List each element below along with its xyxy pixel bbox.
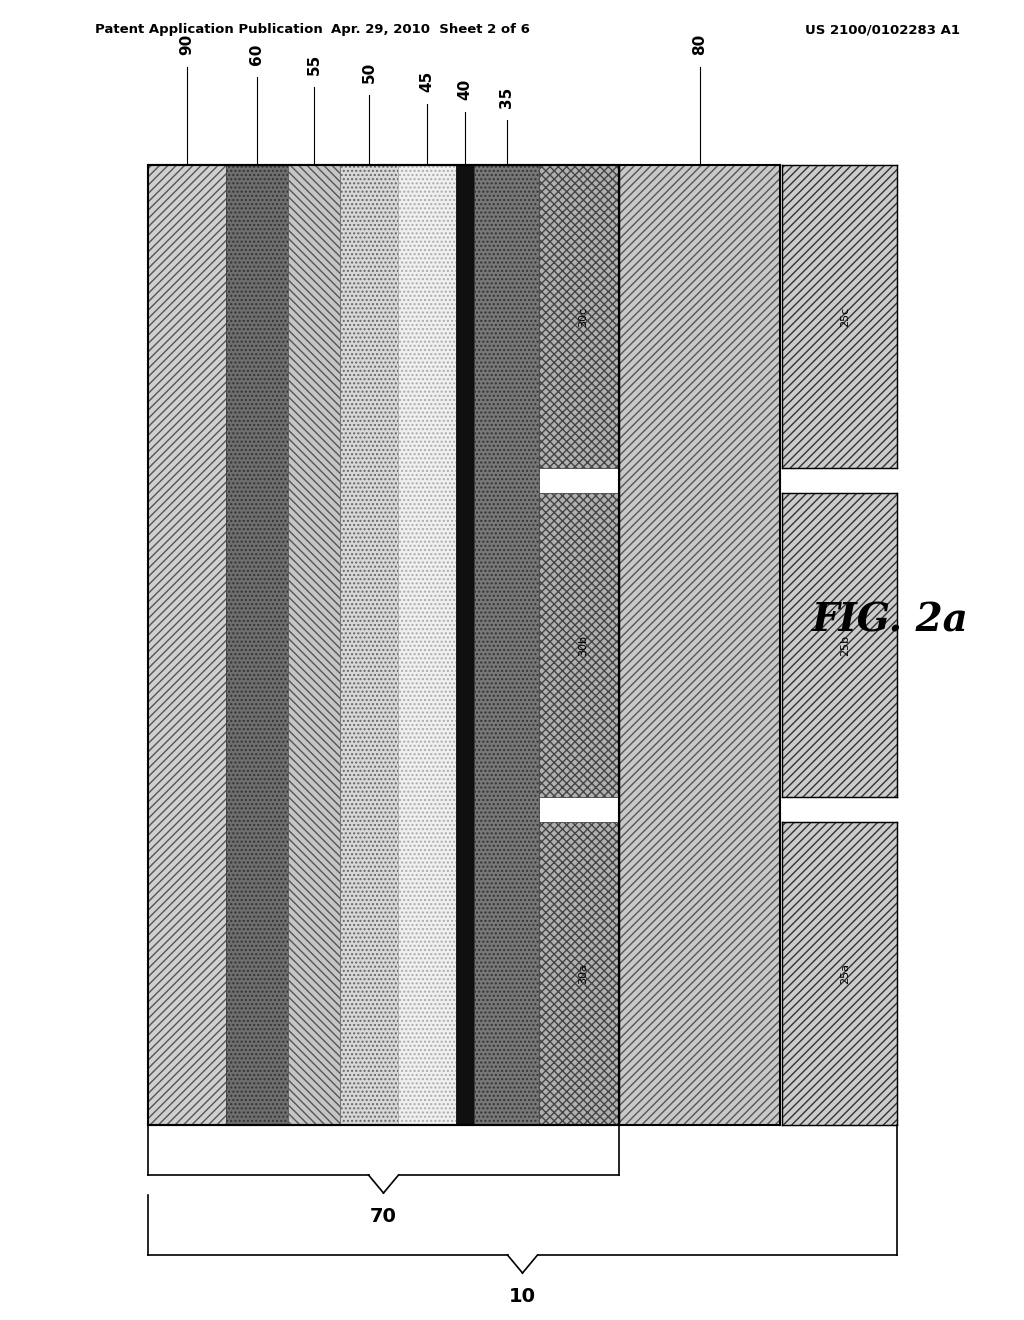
Text: 40: 40 xyxy=(458,79,472,100)
Text: 30a: 30a xyxy=(578,962,588,983)
Bar xyxy=(288,165,340,1125)
Bar xyxy=(148,165,226,1125)
Bar xyxy=(398,165,456,1125)
Text: US 2100/0102283 A1: US 2100/0102283 A1 xyxy=(805,24,961,37)
Bar xyxy=(618,165,780,1125)
Bar xyxy=(539,165,618,469)
Text: 25a: 25a xyxy=(841,962,850,983)
Text: FIG. 2a: FIG. 2a xyxy=(812,601,969,639)
Text: 80: 80 xyxy=(692,34,707,55)
Text: 25c: 25c xyxy=(841,306,850,327)
Text: Patent Application Publication: Patent Application Publication xyxy=(95,24,323,37)
Text: 45: 45 xyxy=(420,71,434,92)
Bar xyxy=(148,165,618,1125)
Text: 10: 10 xyxy=(509,1287,536,1305)
Text: 30c: 30c xyxy=(578,306,588,327)
Text: 60: 60 xyxy=(250,44,264,65)
Text: 50: 50 xyxy=(361,62,377,83)
Bar xyxy=(782,165,897,469)
Bar xyxy=(782,494,897,797)
Bar xyxy=(340,165,398,1125)
Bar xyxy=(539,494,618,797)
Text: 25b: 25b xyxy=(841,635,850,656)
Bar xyxy=(539,821,618,1125)
Bar xyxy=(456,165,474,1125)
Text: Apr. 29, 2010  Sheet 2 of 6: Apr. 29, 2010 Sheet 2 of 6 xyxy=(331,24,529,37)
Bar xyxy=(226,165,288,1125)
Text: 35: 35 xyxy=(499,87,514,108)
Text: 30b: 30b xyxy=(578,635,588,656)
Bar xyxy=(474,165,539,1125)
Text: 70: 70 xyxy=(370,1206,397,1226)
Text: 55: 55 xyxy=(306,54,322,75)
Text: 90: 90 xyxy=(179,34,195,55)
Bar xyxy=(782,821,897,1125)
